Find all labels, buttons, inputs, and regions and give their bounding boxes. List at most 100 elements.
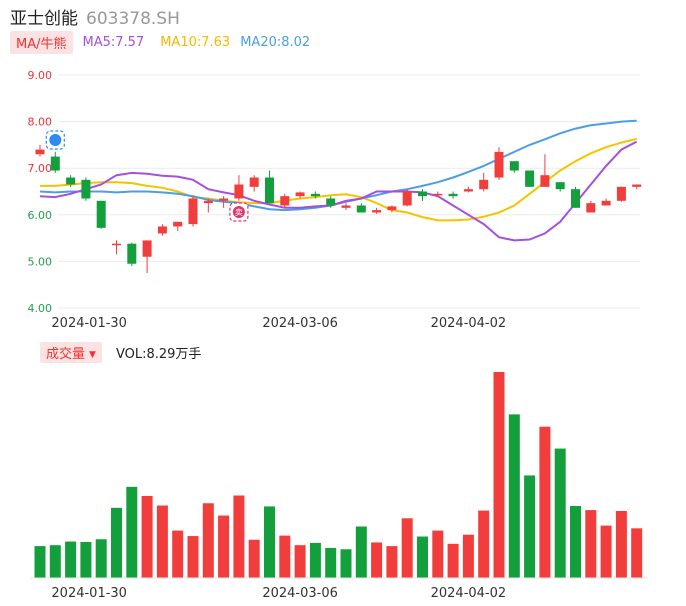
candle xyxy=(356,205,366,213)
candle xyxy=(173,221,183,227)
candle xyxy=(35,149,45,155)
volume-bar xyxy=(218,515,230,578)
volume-bar xyxy=(156,505,168,578)
y-tick-label: 8.00 xyxy=(28,116,53,129)
candle xyxy=(418,191,427,197)
volume-bar xyxy=(141,495,153,578)
volume-bar xyxy=(187,536,199,578)
volume-bar xyxy=(493,372,505,578)
volume-bar xyxy=(508,414,520,578)
volume-bar xyxy=(570,505,581,578)
candle xyxy=(50,156,60,171)
volume-bar xyxy=(600,525,612,578)
candle xyxy=(341,205,351,208)
candle xyxy=(387,206,397,211)
candle xyxy=(96,200,106,228)
candle xyxy=(509,161,519,171)
volume-x-tick-label: 2024-01-30 xyxy=(51,586,127,601)
volume-bar xyxy=(585,510,597,578)
ma5-line xyxy=(39,140,638,242)
volume-bar xyxy=(340,549,352,578)
candle xyxy=(494,151,504,178)
volume-bar xyxy=(554,448,566,578)
candle xyxy=(601,200,611,206)
candle xyxy=(249,177,259,187)
volume-x-tick-label: 2024-04-02 xyxy=(431,586,507,601)
volume-indicator-dropdown[interactable]: 成交量 ▼ xyxy=(40,341,102,363)
candle xyxy=(127,243,137,264)
volume-bar xyxy=(202,503,214,578)
x-tick-label: 2024-03-06 xyxy=(262,316,338,331)
volume-bar xyxy=(524,475,536,578)
volume-bar xyxy=(325,547,337,578)
volume-indicator-label: 成交量 xyxy=(46,346,86,362)
candle xyxy=(571,189,580,208)
candle xyxy=(295,192,305,197)
candle xyxy=(540,175,550,187)
candle xyxy=(310,193,320,197)
stock-code: 603378.SH xyxy=(86,9,180,29)
volume-bar xyxy=(386,546,398,578)
volume-bar xyxy=(172,530,184,578)
candle xyxy=(66,177,76,185)
candle xyxy=(188,198,198,225)
candle xyxy=(234,184,244,199)
y-tick-label: 6.00 xyxy=(28,209,53,222)
candle xyxy=(616,186,626,201)
volume-bar xyxy=(309,542,321,578)
ma-indicator-toggle[interactable]: MA/牛熊 xyxy=(10,30,73,54)
sell-marker-label: 卖 xyxy=(235,208,243,217)
sell-marker-icon xyxy=(232,206,245,218)
y-tick-label: 7.00 xyxy=(28,162,53,175)
ma5-legend: MA5:7.57 xyxy=(82,34,145,50)
volume-bar xyxy=(462,534,474,578)
candle xyxy=(479,179,489,190)
volume-value: VOL:8.29万手 xyxy=(115,346,202,362)
y-tick-label: 4.00 xyxy=(28,302,53,315)
volume-bar xyxy=(401,518,413,578)
volume-x-tick-label: 2024-03-06 xyxy=(262,586,338,601)
volume-bar xyxy=(111,507,122,578)
volume-bar xyxy=(34,546,46,578)
candle xyxy=(586,203,596,213)
volume-bar xyxy=(447,543,459,578)
volume-bar xyxy=(248,539,260,578)
candle xyxy=(448,193,458,197)
volume-bar xyxy=(126,486,138,578)
volume-bar xyxy=(432,530,444,578)
candle xyxy=(372,210,382,213)
candle xyxy=(203,200,213,204)
ma10-line xyxy=(40,137,637,222)
ma-legend: MA/牛熊 MA5:7.57 MA10:7.63 MA20:8.02 xyxy=(10,30,310,54)
buy-marker-icon xyxy=(49,134,62,146)
volume-legend: 成交量 ▼ VOL:8.29万手 xyxy=(40,341,202,363)
volume-bar xyxy=(95,539,107,578)
volume-bar xyxy=(478,510,490,578)
volume-bar xyxy=(417,536,428,578)
candle xyxy=(219,198,229,201)
y-tick-label: 5.00 xyxy=(28,255,53,268)
candle xyxy=(157,226,167,234)
volume-bar xyxy=(355,526,367,578)
candle xyxy=(112,243,121,246)
candle xyxy=(326,198,336,206)
volume-bar xyxy=(80,541,92,578)
volume-bar xyxy=(371,542,383,578)
volume-bar xyxy=(49,545,61,578)
stock-name: 亚士创能 xyxy=(10,9,78,29)
stock-header: 亚士创能 603378.SH xyxy=(10,4,180,29)
candle xyxy=(81,179,91,199)
volume-bar xyxy=(539,426,551,578)
candle xyxy=(463,189,473,192)
candle xyxy=(525,170,535,187)
candle xyxy=(265,177,274,204)
candle xyxy=(433,193,443,196)
volume-bar xyxy=(615,511,627,578)
candle xyxy=(142,240,152,257)
ma10-legend: MA10:7.63 xyxy=(160,34,231,50)
y-tick-label: 9.00 xyxy=(28,69,53,82)
volume-bar xyxy=(279,535,291,578)
x-tick-label: 2024-01-30 xyxy=(51,316,127,331)
candle xyxy=(280,196,290,206)
